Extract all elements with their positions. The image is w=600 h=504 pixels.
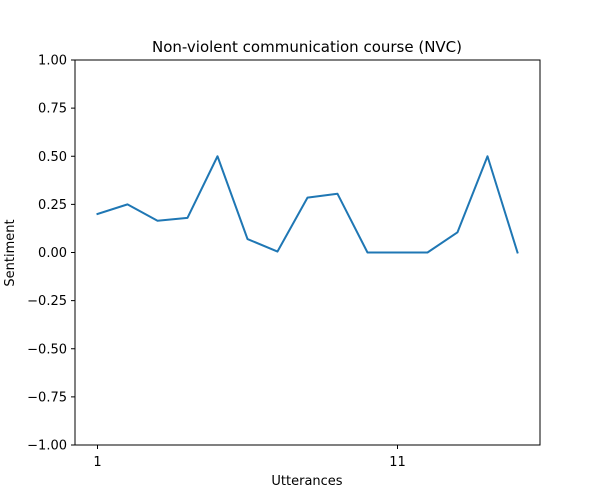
x-axis-label: Utterances	[271, 474, 342, 489]
x-tick-label: 1	[93, 455, 101, 470]
y-tick-label: −0.50	[27, 342, 67, 357]
plot-area: −1.00 −0.75 −0.50 −0.25 0.00 0.25 0.50 0.75 1.00…	[27, 54, 541, 470]
y-tick-label: 0.25	[38, 198, 67, 213]
y-tick-label: 0.50	[38, 150, 67, 165]
y-tick-label: 0.00	[38, 246, 67, 261]
y-axis-label: Sentiment	[3, 219, 18, 286]
y-tick-label: −0.25	[27, 294, 67, 309]
chart-title: Non-violent communication course (NVC)	[152, 38, 462, 56]
series-line	[96, 155, 519, 254]
y-tick-label: −1.00	[27, 439, 67, 454]
axes-frame	[74, 59, 541, 446]
y-tick-label: −0.75	[27, 390, 67, 405]
x-tick-label: 11	[389, 455, 406, 470]
y-tick-label: 1.00	[38, 54, 67, 69]
y-tick-label: 0.75	[38, 102, 67, 117]
